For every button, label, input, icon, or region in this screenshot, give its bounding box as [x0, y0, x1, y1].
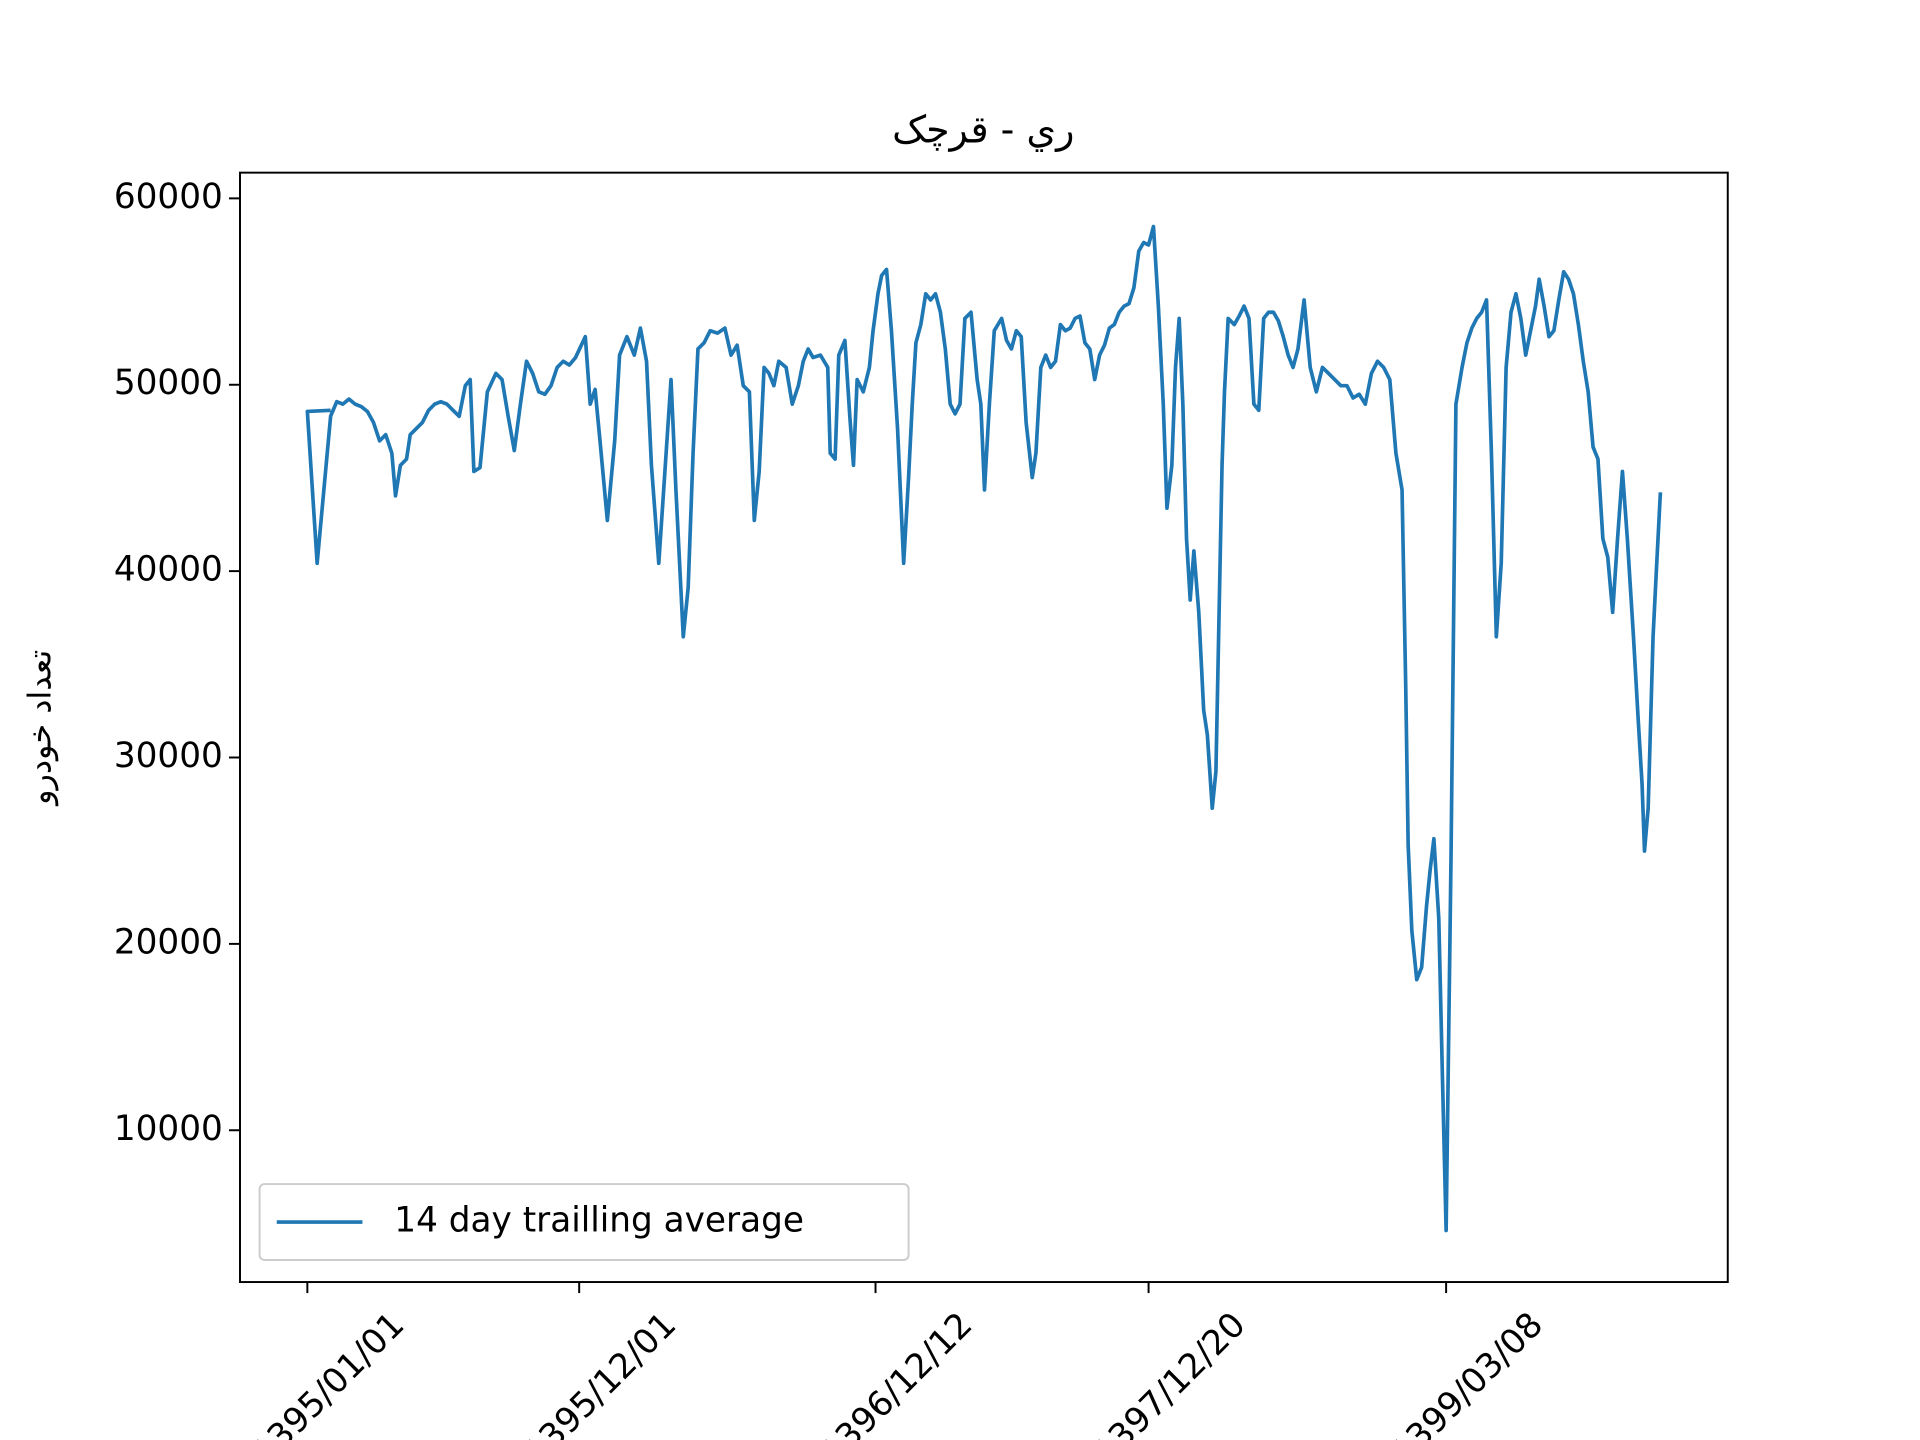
- y-tick-label: 40000: [114, 550, 223, 590]
- y-tick-label: 10000: [114, 1109, 223, 1149]
- chart-title: ري - قرچک: [892, 108, 1074, 153]
- x-tick-label: 1397/12/20: [1086, 1305, 1254, 1440]
- legend-label: 14 day trailling average: [394, 1201, 804, 1241]
- x-tick-label: 1395/12/01: [516, 1305, 684, 1440]
- legend-box: [258, 1183, 910, 1261]
- x-tick-label: 1396/12/12: [813, 1305, 981, 1440]
- plot-frame: [239, 171, 1729, 1284]
- data-line: [305, 224, 1663, 1233]
- y-tick-label: 30000: [114, 736, 223, 776]
- y-tick-label: 20000: [114, 922, 223, 962]
- y-axis-label: تعداد خودرو: [21, 650, 59, 807]
- legend: 14 day trailling average: [258, 1183, 910, 1261]
- x-tick-label: 1399/03/08: [1383, 1305, 1551, 1440]
- x-tick-label: 1395/01/01: [244, 1305, 412, 1440]
- y-tick-label: 50000: [114, 363, 223, 403]
- y-tick-label: 60000: [114, 177, 223, 217]
